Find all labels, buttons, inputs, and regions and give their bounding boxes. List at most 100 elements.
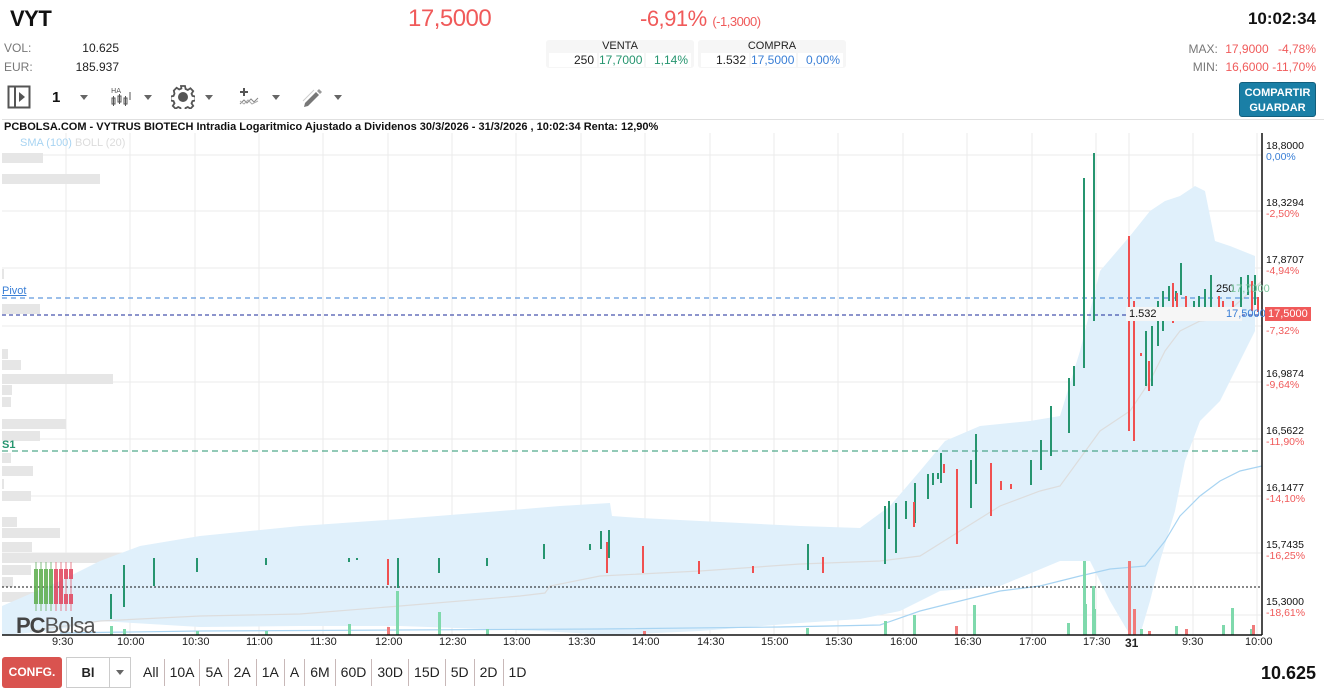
venta-qty: 250	[549, 53, 597, 67]
watermark-text: PCBolsa	[16, 613, 96, 638]
change-absolute: (-1,3000)	[712, 14, 761, 29]
sma-100-line	[59, 465, 1263, 634]
config-button[interactable]: CONFG.	[2, 657, 62, 688]
x-tick: 9:30	[1182, 636, 1204, 648]
y-tick: 18,3294 -2,50%	[1266, 197, 1304, 220]
min-row: MIN: 16,6000 -11,70%	[1193, 60, 1316, 74]
period-30d[interactable]: 30D	[372, 659, 410, 686]
panel-toggle-button[interactable]	[7, 84, 31, 110]
chart-title: PCBOLSA.COM - VYTRUS BIOTECH Intradia Lo…	[4, 121, 659, 133]
gear-icon	[171, 85, 195, 109]
period-60d[interactable]: 60D	[336, 659, 373, 686]
svg-text:HA: HA	[111, 87, 121, 95]
settings-button[interactable]	[171, 84, 213, 110]
x-tick: 13:30	[568, 636, 596, 648]
ticker-symbol: VYT	[10, 6, 52, 31]
period-2a[interactable]: 2A	[229, 659, 257, 686]
y-tick: -7,32%	[1266, 325, 1300, 337]
x-tick: 10:00	[1245, 636, 1273, 648]
period-6m[interactable]: 6M	[305, 659, 336, 686]
legend-boll[interactable]: BOLL (20)	[75, 137, 126, 149]
share-label: COMPARTIR	[1244, 87, 1311, 99]
chart-area[interactable]: PCBolsa Pivot S1 250 17,7000 1.532 17,50…	[2, 119, 1324, 654]
y-tick: 18,8000 0,00%	[1266, 140, 1304, 163]
max-row: MAX: 17,9000 -4,78%	[1189, 42, 1316, 56]
last-price-tag: 17,5000	[1265, 307, 1311, 321]
x-tick-day: 31	[1125, 636, 1139, 650]
s1-label: S1	[2, 439, 16, 451]
candle-type-select[interactable]: HA	[110, 84, 152, 110]
book-marker-bg	[1126, 307, 1242, 321]
last-price: 17,5000	[408, 5, 492, 32]
y-tick: 15,3000 -18,61%	[1266, 596, 1306, 619]
bollinger-band	[2, 186, 1255, 635]
x-tick: 16:30	[954, 636, 982, 648]
interval-select[interactable]: 1	[52, 84, 89, 110]
x-tick: 12:30	[439, 636, 467, 648]
volume-value: 10.625	[82, 41, 119, 55]
x-tick: 11:30	[310, 636, 337, 648]
period-5a[interactable]: 5A	[200, 659, 229, 686]
bollinger-mid-line	[29, 280, 1263, 632]
max-value: 17,9000	[1225, 42, 1269, 56]
chevron-down-icon	[116, 670, 124, 675]
venta-pct: 1,14%	[646, 53, 691, 67]
pencil-icon	[302, 89, 322, 107]
price-chart-canvas[interactable]	[2, 120, 1324, 655]
book-marker-compra-price: 17,5000	[1226, 308, 1266, 320]
save-label: GUARDAR	[1249, 102, 1306, 114]
indicators-button[interactable]	[238, 84, 280, 110]
chart-style-dropdown[interactable]	[109, 658, 130, 687]
chart-style-value: Bl	[81, 665, 95, 680]
period-selector: All 10A 5A 2A 1A A 6M 60D 30D 15D 5D 2D …	[138, 659, 531, 686]
y-tick: 16,5622 -11,90%	[1266, 425, 1305, 448]
volume-profile	[2, 153, 128, 602]
add-indicator-icon	[239, 88, 259, 105]
min-value: 16,6000	[1225, 60, 1269, 74]
pivot-label: Pivot	[2, 285, 27, 297]
legend-sma[interactable]: SMA (100)	[20, 137, 72, 149]
min-label: MIN:	[1192, 60, 1219, 74]
x-tick: 12:00	[375, 636, 403, 648]
x-tick: 17:00	[1019, 636, 1047, 648]
compra-title: COMPRA	[747, 40, 797, 52]
x-tick: 14:30	[697, 636, 725, 648]
heikin-ashi-candles-icon: HA	[111, 87, 131, 106]
x-tick: 17:30	[1083, 636, 1111, 648]
last-update-time: 10:02:34	[1247, 9, 1316, 28]
x-axis: 9:30 10:00 10:30 11:00 11:30 12:00 12:30…	[2, 636, 1273, 654]
period-15d[interactable]: 15D	[409, 659, 446, 686]
chevron-down-icon	[144, 94, 152, 100]
x-tick: 15:30	[825, 636, 853, 648]
period-1d[interactable]: 1D	[508, 664, 527, 680]
drawing-tools-button[interactable]	[302, 84, 342, 110]
period-2d[interactable]: 2D	[475, 659, 504, 686]
share-save-button[interactable]: COMPARTIR GUARDAR	[1239, 82, 1316, 117]
period-a[interactable]: A	[285, 659, 306, 686]
period-all[interactable]: All	[138, 659, 165, 686]
period-5d[interactable]: 5D	[446, 659, 475, 686]
order-book-venta: VENTA 250 17,7000 1,14%	[546, 40, 694, 68]
change-percent: -6,91%	[640, 6, 707, 31]
x-tick: 10:30	[182, 636, 210, 648]
y-tick: 16,1477 -14,10%	[1266, 482, 1306, 505]
x-tick: 13:00	[503, 636, 531, 648]
price-change: -6,91% (-1,3000)	[640, 6, 761, 32]
y-tick: 17,8707 -4,94%	[1266, 254, 1304, 277]
watermark-label: Bolsa	[44, 613, 96, 638]
volume-total: 10.625	[1260, 663, 1316, 683]
book-marker-venta-price: 17,7000	[1230, 283, 1270, 295]
period-1a[interactable]: 1A	[257, 659, 285, 686]
chart-style-select[interactable]: Bl	[66, 657, 131, 688]
volume-label: VOL:	[4, 41, 32, 55]
period-10a[interactable]: 10A	[165, 659, 201, 686]
x-tick: 14:00	[632, 636, 660, 648]
compra-pct: 0,00%	[798, 53, 843, 67]
chevron-down-icon	[205, 94, 213, 100]
interval-value: 1	[52, 88, 61, 106]
chevron-down-icon	[272, 94, 280, 100]
order-book-compra: COMPRA 1.532 17,5000 0,00%	[698, 40, 846, 68]
panel-play-icon	[7, 85, 31, 109]
chevron-down-icon	[334, 94, 342, 100]
